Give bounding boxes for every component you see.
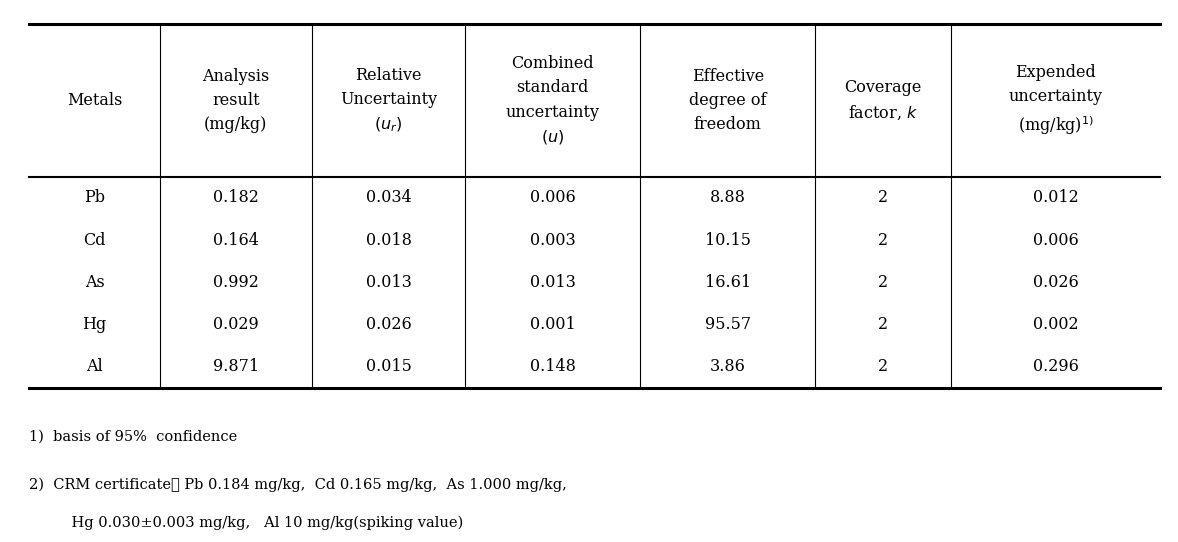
Text: 0.296: 0.296 <box>1033 358 1079 375</box>
Text: 0.012: 0.012 <box>1033 190 1079 207</box>
Text: Al: Al <box>86 358 102 375</box>
Text: 1)  basis of 95%  confidence: 1) basis of 95% confidence <box>29 429 238 443</box>
Text: Combined
standard
uncertainty
$(u)$: Combined standard uncertainty $(u)$ <box>505 55 600 146</box>
Text: 0.026: 0.026 <box>365 316 411 333</box>
Text: 3.86: 3.86 <box>710 358 746 375</box>
Text: 2: 2 <box>879 231 888 249</box>
Text: Expended
uncertainty
(mg/kg)$^{1)}$: Expended uncertainty (mg/kg)$^{1)}$ <box>1008 64 1103 137</box>
Text: 0.002: 0.002 <box>1033 316 1079 333</box>
Text: 2: 2 <box>879 190 888 207</box>
Text: 8.88: 8.88 <box>710 190 746 207</box>
Text: 10.15: 10.15 <box>704 231 750 249</box>
Text: 0.006: 0.006 <box>530 190 575 207</box>
Text: Analysis
result
(mg/kg): Analysis result (mg/kg) <box>203 68 270 133</box>
Text: 0.003: 0.003 <box>530 231 575 249</box>
Text: 2: 2 <box>879 274 888 291</box>
Text: 0.013: 0.013 <box>530 274 575 291</box>
Text: 0.164: 0.164 <box>213 231 259 249</box>
Text: 0.006: 0.006 <box>1033 231 1079 249</box>
Text: 0.029: 0.029 <box>213 316 259 333</box>
Text: 2: 2 <box>879 316 888 333</box>
Text: 0.182: 0.182 <box>213 190 259 207</box>
Text: 0.001: 0.001 <box>530 316 575 333</box>
Text: 0.026: 0.026 <box>1033 274 1079 291</box>
Text: Metals: Metals <box>67 92 123 109</box>
Text: Hg: Hg <box>82 316 106 333</box>
Text: 0.015: 0.015 <box>365 358 411 375</box>
Text: Relative
Uncertainty
$(u_r)$: Relative Uncertainty $(u_r)$ <box>340 67 437 134</box>
Text: 0.034: 0.034 <box>365 190 411 207</box>
Text: 95.57: 95.57 <box>704 316 750 333</box>
Text: 16.61: 16.61 <box>704 274 750 291</box>
Text: 2: 2 <box>879 358 888 375</box>
Text: 0.992: 0.992 <box>213 274 259 291</box>
Text: 0.148: 0.148 <box>530 358 575 375</box>
Text: Cd: Cd <box>84 231 106 249</box>
Text: As: As <box>85 274 105 291</box>
Text: 2)  CRM certificate： Pb 0.184 mg/kg,  Cd 0.165 mg/kg,  As 1.000 mg/kg,: 2) CRM certificate： Pb 0.184 mg/kg, Cd 0… <box>29 478 568 492</box>
Text: Pb: Pb <box>84 190 105 207</box>
Text: 9.871: 9.871 <box>213 358 259 375</box>
Text: Coverage
factor, $k$: Coverage factor, $k$ <box>845 79 922 122</box>
Text: 0.013: 0.013 <box>365 274 411 291</box>
Text: Hg 0.030±0.003 mg/kg,   Al 10 mg/kg(spiking value): Hg 0.030±0.003 mg/kg, Al 10 mg/kg(spikin… <box>53 516 463 530</box>
Text: 0.018: 0.018 <box>365 231 411 249</box>
Text: Effective
degree of
freedom: Effective degree of freedom <box>689 68 767 133</box>
